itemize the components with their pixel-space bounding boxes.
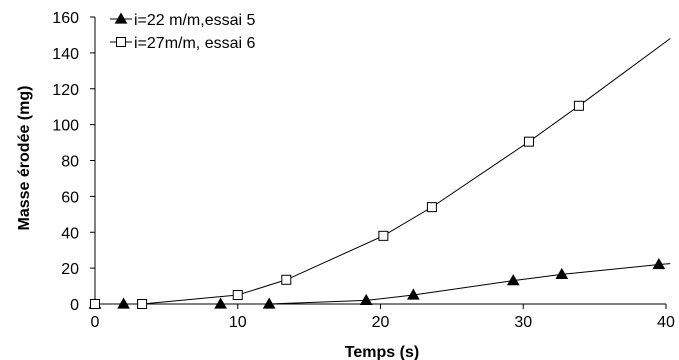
- x-tick-label: 40: [657, 314, 675, 331]
- y-tick-label: 80: [61, 154, 79, 171]
- y-tick-label: 60: [61, 189, 79, 206]
- y-tick-label: 20: [61, 261, 79, 278]
- y-tick-label: 40: [61, 225, 79, 242]
- data-point: [555, 267, 569, 280]
- data-point: [214, 297, 227, 309]
- y-tick-label: 0: [70, 297, 79, 314]
- x-tick-label: 30: [514, 314, 532, 331]
- legend: i=22 m/m,essai 5 i=27m/m, essai 6: [110, 12, 255, 52]
- data-point: [523, 136, 534, 147]
- legend-label: i=27m/m, essai 6: [134, 35, 255, 52]
- data-point: [281, 274, 292, 285]
- data-markers: [88, 100, 666, 309]
- data-point: [652, 258, 666, 270]
- data-point: [90, 299, 100, 309]
- series-line-1: [95, 263, 671, 305]
- legend-label: i=22 m/m,essai 5: [134, 12, 255, 29]
- data-point: [426, 202, 437, 213]
- series-lines: [95, 38, 671, 305]
- y-tick-label: 140: [52, 46, 79, 63]
- axes: 0 20 40 60 80 100 120 140 160 0 10 20 30 40: [52, 10, 675, 331]
- data-point: [117, 297, 130, 309]
- y-tick-label: 100: [52, 118, 79, 135]
- x-axis-title: Temps (s): [345, 344, 419, 360]
- x-tick-label: 10: [229, 314, 247, 331]
- data-point: [573, 100, 584, 111]
- y-tick-label: 120: [52, 82, 79, 99]
- legend-marker: [114, 12, 128, 24]
- legend-marker: [116, 37, 126, 47]
- series-line-2: [95, 38, 671, 305]
- data-point: [359, 293, 373, 306]
- y-tick-label: 160: [52, 10, 79, 27]
- data-point: [406, 288, 420, 300]
- data-point: [378, 230, 389, 241]
- x-tick-label: 20: [372, 314, 390, 331]
- y-axis-title: Masse érodée (mg): [16, 86, 33, 231]
- data-point: [506, 274, 520, 286]
- data-point: [137, 299, 148, 309]
- data-point: [232, 290, 243, 301]
- data-point: [262, 297, 276, 309]
- x-tick-label: 0: [91, 314, 100, 331]
